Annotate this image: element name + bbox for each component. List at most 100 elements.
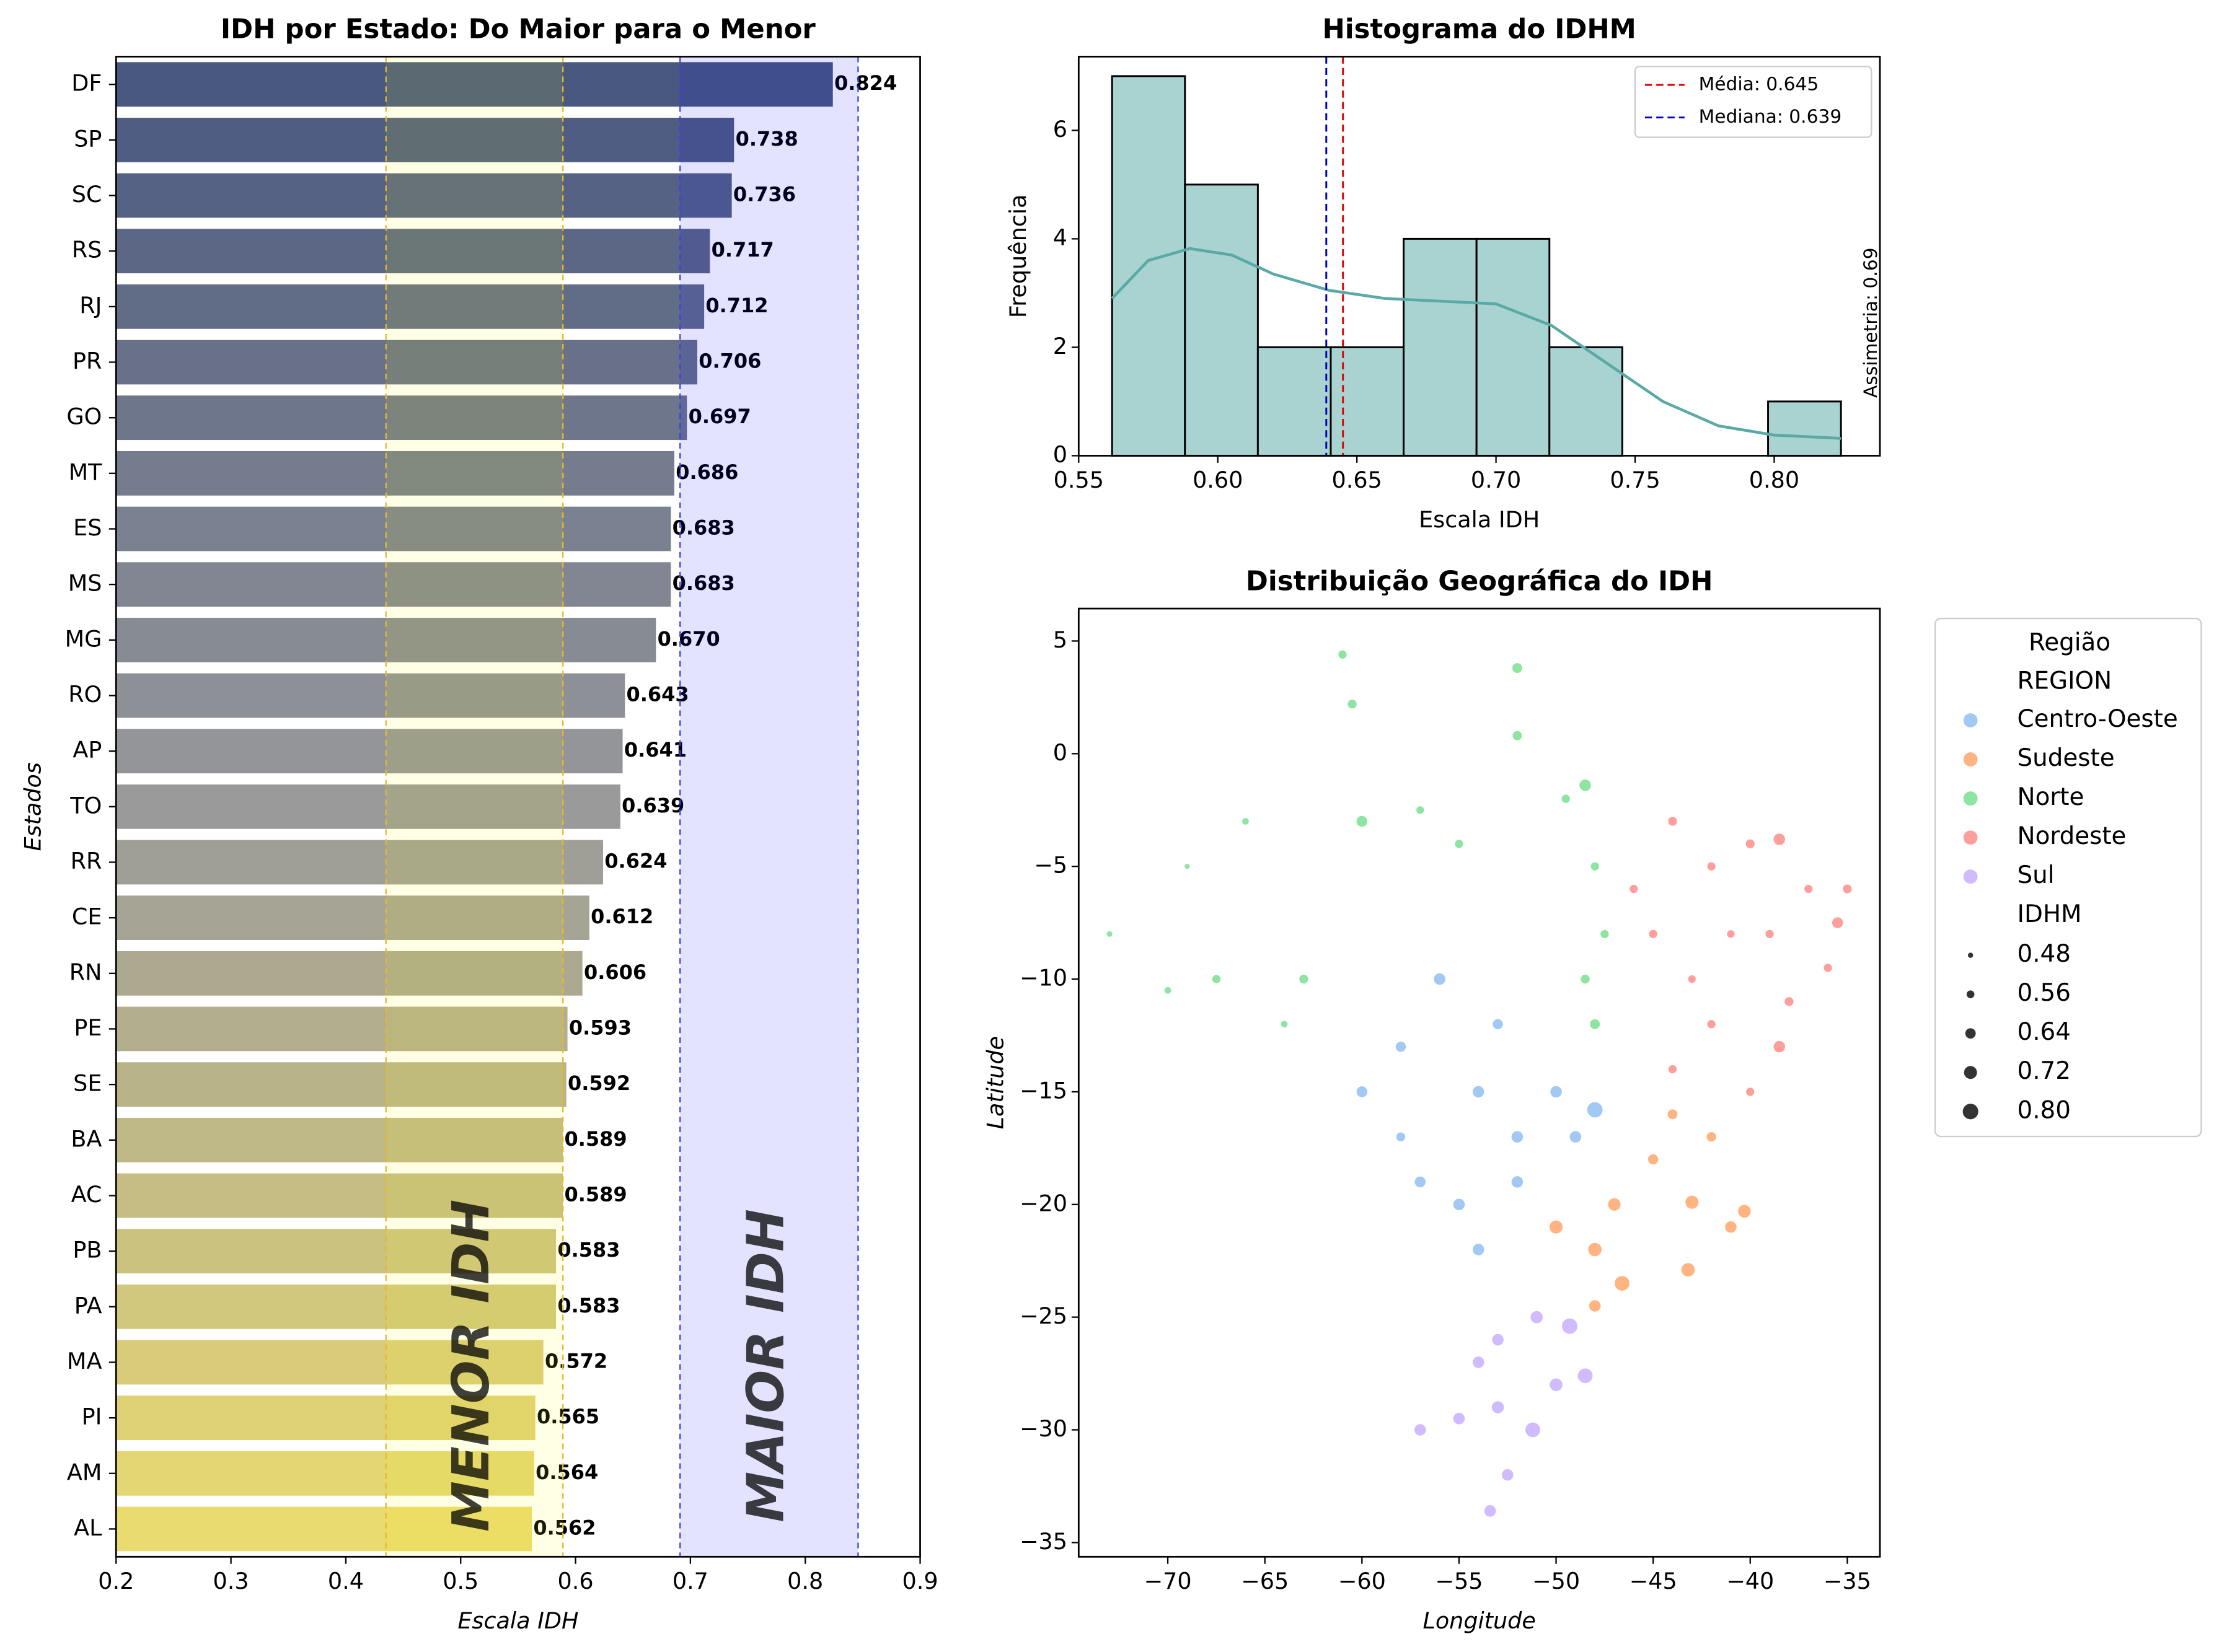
chart-title: Histograma do IDHM xyxy=(1322,14,1636,45)
x-tick-label: 0.65 xyxy=(1331,467,1382,493)
scatter-point xyxy=(1511,1130,1524,1144)
value-label: 0.697 xyxy=(689,405,751,428)
scatter-point xyxy=(1667,1064,1678,1074)
scatter-point xyxy=(1548,1377,1564,1392)
value-label: 0.565 xyxy=(537,1405,599,1428)
value-label: 0.824 xyxy=(834,71,897,95)
category-label: RO xyxy=(68,681,102,708)
scatter-point xyxy=(1511,1175,1524,1189)
bar xyxy=(116,1006,568,1052)
x-tick-label: −60 xyxy=(1338,1568,1386,1594)
scatter-point xyxy=(1548,1219,1564,1235)
legend-label: 0.80 xyxy=(2018,1096,2071,1124)
span-label: MAIOR IDH xyxy=(736,1209,795,1522)
x-tick-label: −50 xyxy=(1532,1568,1580,1594)
scatter-point xyxy=(1106,930,1114,938)
x-tick-label: 0.80 xyxy=(1749,467,1799,493)
scatter-point xyxy=(1356,815,1369,828)
scatter-point xyxy=(1298,973,1309,985)
legend-marker xyxy=(1963,713,1978,727)
x-tick-label: 0.4 xyxy=(328,1568,364,1594)
scatter-point xyxy=(1667,815,1678,827)
scatter-point xyxy=(1183,863,1191,870)
legend-size-marker xyxy=(1965,1028,1976,1039)
x-tick-label: −55 xyxy=(1435,1568,1483,1594)
scatter-point xyxy=(1628,884,1639,894)
category-label: PI xyxy=(82,1404,102,1430)
legend-marker xyxy=(1963,791,1978,806)
category-label: MT xyxy=(69,459,103,485)
scatter-point xyxy=(1706,1131,1718,1143)
scatter-point xyxy=(1569,1130,1582,1144)
category-label: MA xyxy=(67,1348,102,1374)
x-tick-label: 0.60 xyxy=(1193,467,1243,493)
category-label: RN xyxy=(69,959,102,985)
value-label: 0.670 xyxy=(658,627,720,651)
scatter-point xyxy=(1395,1040,1407,1053)
scatter-point xyxy=(1163,986,1172,995)
value-label: 0.606 xyxy=(584,960,646,984)
scatter-point xyxy=(1415,805,1425,815)
scatter-point xyxy=(1841,884,1853,895)
legend-label: Centro-Oeste xyxy=(2018,705,2178,733)
x-tick-label: 0.5 xyxy=(443,1568,479,1594)
scatter-point xyxy=(1587,1242,1603,1257)
y-tick-label: −10 xyxy=(1020,965,1067,991)
y-tick-label: 0 xyxy=(1053,441,1067,468)
scatter-point xyxy=(1491,1400,1505,1415)
bar xyxy=(116,395,687,441)
legend-label: Média: 0.645 xyxy=(1699,74,1819,95)
bar xyxy=(116,1062,567,1107)
legend-size-marker xyxy=(1964,1066,1977,1079)
legend-label: 0.72 xyxy=(2018,1057,2071,1085)
category-label: PA xyxy=(74,1292,102,1319)
y-tick-label: −30 xyxy=(1020,1415,1067,1442)
scatter-point xyxy=(1471,1242,1485,1257)
span-label: MENOR IDH xyxy=(442,1200,501,1532)
category-label: PE xyxy=(74,1014,102,1041)
category-label: RJ xyxy=(79,292,102,319)
y-axis-label: Estados xyxy=(19,762,46,851)
scatter-point xyxy=(1613,1275,1631,1292)
scatter-point xyxy=(1347,698,1358,710)
scatter-point xyxy=(1356,1085,1369,1099)
scatter-point xyxy=(1549,1085,1563,1099)
scatter-point xyxy=(1724,1220,1738,1234)
histogram-bar xyxy=(1184,183,1259,457)
scatter-point xyxy=(1726,929,1735,939)
highlight-span xyxy=(386,56,563,1557)
x-tick-label: 0.6 xyxy=(558,1568,594,1594)
category-label: AC xyxy=(71,1181,102,1208)
scatter-point xyxy=(1765,929,1775,939)
scatter-point xyxy=(1773,1040,1786,1053)
scatter-point xyxy=(1648,929,1659,939)
category-label: MS xyxy=(68,570,102,597)
scatter-point xyxy=(1680,1262,1696,1278)
value-label: 0.583 xyxy=(557,1294,620,1317)
highlight-span xyxy=(680,56,858,1557)
bar xyxy=(116,340,698,385)
legend-label: Mediana: 0.639 xyxy=(1699,106,1842,128)
legend-label: 0.48 xyxy=(2018,940,2071,968)
bar xyxy=(116,284,705,329)
y-tick-label: 2 xyxy=(1053,333,1067,359)
legend-label: 0.64 xyxy=(2018,1018,2071,1046)
legend-label: Sudeste xyxy=(2018,744,2115,772)
value-label: 0.736 xyxy=(733,183,796,206)
y-tick-label: −20 xyxy=(1020,1190,1067,1216)
value-label: 0.589 xyxy=(564,1127,627,1151)
category-label: DF xyxy=(71,70,102,97)
histogram-bar xyxy=(1548,346,1623,457)
bar xyxy=(116,1173,563,1218)
bar xyxy=(116,1284,557,1329)
scatter-point xyxy=(1501,1468,1514,1482)
category-label: ES xyxy=(73,514,102,541)
scatter-point xyxy=(1471,1085,1485,1099)
x-tick-label: 0.75 xyxy=(1610,467,1660,493)
histogram-bar xyxy=(1256,346,1332,457)
scatter-point xyxy=(1452,1198,1466,1211)
value-label: 0.639 xyxy=(622,794,684,817)
scatter-point xyxy=(1647,1153,1659,1166)
x-tick-label: 0.55 xyxy=(1054,467,1104,493)
legend-size-marker xyxy=(1962,1104,1978,1120)
